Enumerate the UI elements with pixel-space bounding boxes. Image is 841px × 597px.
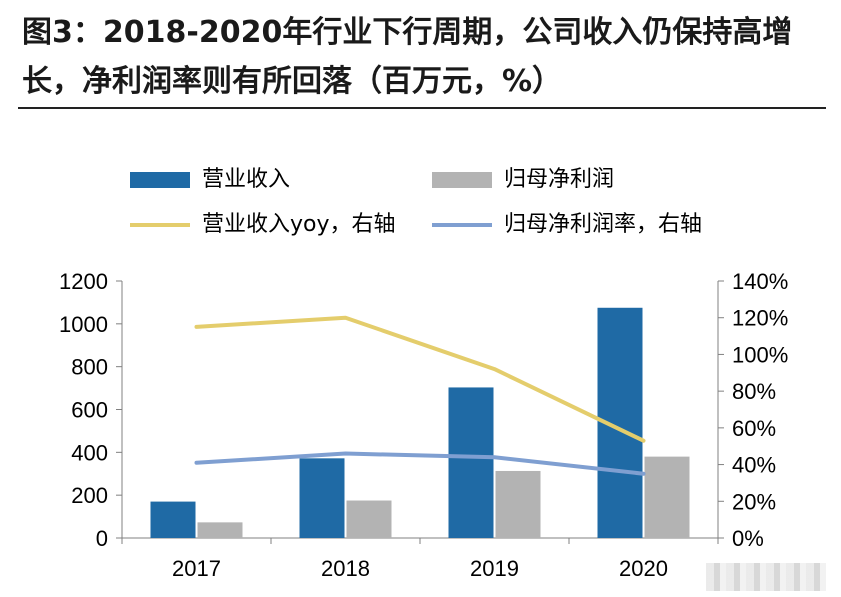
legend-label-net-profit: 归母净利润 xyxy=(504,167,615,192)
left-axis-tick-label: 600 xyxy=(71,398,108,423)
legend-line-net-margin xyxy=(432,223,492,227)
bar-net-profit xyxy=(346,500,392,538)
bar-net-profit xyxy=(644,456,690,538)
left-axis-tick-label: 800 xyxy=(71,355,108,380)
bar-revenue xyxy=(299,458,345,538)
bar-net-profit xyxy=(197,522,243,538)
line-net-margin xyxy=(194,451,646,476)
legend-swatch-revenue xyxy=(130,172,190,188)
watermark xyxy=(706,563,826,591)
left-axis-tick-label: 0 xyxy=(96,526,108,551)
bar-revenue xyxy=(448,387,494,538)
right-axis-tick-label: 100% xyxy=(732,342,788,367)
x-axis-tick-label: 2018 xyxy=(321,556,370,581)
right-axis-tick-label: 0% xyxy=(732,526,764,551)
chart-legend: 营业收入 归母净利润 营业收入yoy，右轴 归母净利润率，右轴 xyxy=(0,0,841,260)
left-axis-tick-label: 1200 xyxy=(59,269,108,294)
right-axis-tick-label: 60% xyxy=(732,416,776,441)
left-axis-tick-label: 400 xyxy=(71,440,108,465)
page-title: 图3：2018-2020年行业下行周期，公司收入仍保持高增长，净利润率则有所回落… xyxy=(22,15,793,99)
x-axis-tick-label: 2020 xyxy=(619,556,668,581)
right-axis-tick-label: 40% xyxy=(732,453,776,478)
legend-label-net-margin: 归母净利润率，右轴 xyxy=(504,212,703,237)
legend-line-revenue-yoy xyxy=(130,223,190,227)
right-axis-tick-label: 120% xyxy=(732,306,788,331)
right-axis-tick-label: 140% xyxy=(732,269,788,294)
right-axis-tick-label: 80% xyxy=(732,379,776,404)
right-axis-tick-label: 20% xyxy=(732,489,776,514)
legend-label-revenue: 营业收入 xyxy=(202,167,291,192)
x-axis-tick-label: 2017 xyxy=(172,556,221,581)
bar-net-profit xyxy=(495,470,541,538)
left-axis-tick-label: 1000 xyxy=(59,312,108,337)
title-divider xyxy=(18,107,826,109)
line-revenue-yoy xyxy=(194,315,646,443)
legend-swatch-net-profit xyxy=(432,172,492,188)
bar-revenue xyxy=(150,501,196,538)
x-axis-tick-label: 2019 xyxy=(470,556,519,581)
legend-label-revenue-yoy: 营业收入yoy，右轴 xyxy=(202,212,396,237)
left-axis-tick-label: 200 xyxy=(71,483,108,508)
